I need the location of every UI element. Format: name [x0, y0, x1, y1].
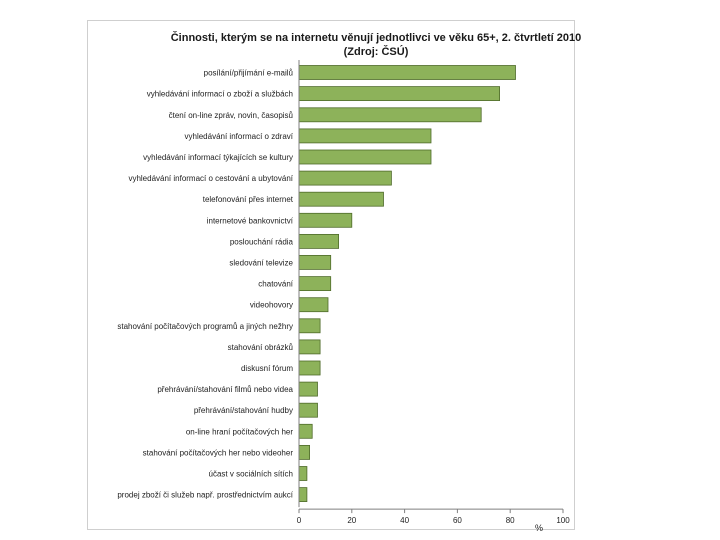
category-label: přehrávání/stahování filmů nebo videa: [157, 385, 293, 394]
bar: [298, 360, 321, 376]
chart-frame: [87, 20, 575, 530]
bar: [298, 297, 329, 313]
bar: [298, 212, 353, 228]
bar: [298, 149, 432, 165]
category-label: telefonování přes internet: [203, 195, 294, 204]
bar: [298, 318, 321, 334]
bar: [298, 444, 311, 460]
x-axis-unit-label: %: [535, 523, 543, 533]
category-label: stahování obrázků: [228, 343, 293, 352]
bar: [298, 233, 339, 249]
bar: [298, 128, 432, 144]
category-label: vyhledávání informací o zboží a službách: [147, 90, 293, 99]
category-label: videohovory: [250, 301, 293, 310]
category-label: poslouchání rádia: [230, 237, 294, 246]
bar: [298, 254, 332, 270]
category-label: vyhledávání informací o cestování a ubyt…: [128, 174, 293, 183]
chart-title-block: Činnosti, kterým se na internetu věnují …: [87, 31, 665, 59]
category-label: vyhledávání informací o zdraví: [185, 132, 294, 141]
category-label: stahování počítačových her nebo videoher: [143, 448, 294, 457]
bar: [298, 487, 308, 503]
bar: [298, 170, 392, 186]
bar: [298, 191, 384, 207]
x-tick-label: 0: [297, 516, 302, 525]
category-label: prodej zboží či služeb např. prostřednic…: [117, 491, 293, 500]
category-label: účast v sociálních sítích: [209, 470, 293, 479]
category-label: posílání/přijímání e-mailů: [204, 69, 293, 78]
x-tick-label: 40: [400, 516, 409, 525]
category-label: on-line hraní počítačových her: [186, 427, 294, 436]
bar: [298, 466, 308, 481]
chart-title: Činnosti, kterým se na internetu věnují …: [170, 32, 582, 44]
bar: [298, 381, 318, 397]
bar: [298, 86, 501, 101]
category-label: chatování: [258, 280, 293, 289]
x-tick-label: 20: [347, 516, 356, 525]
category-labels-layer: posílání/přijímání e-mailů vyhledávání in…: [117, 69, 293, 500]
x-tick-label: 100: [556, 516, 570, 525]
category-label: stahování počítačových programů a jiných…: [117, 322, 293, 331]
bar: [298, 65, 516, 80]
category-label: diskusní fórum: [241, 364, 293, 373]
axis-layer: 0 20 40 60 80 100%: [297, 60, 570, 533]
bar: [298, 276, 332, 292]
category-label: sledování televize: [229, 258, 293, 267]
category-label: čtení on-line zpráv, novin, časopisů: [169, 111, 293, 120]
bar: [298, 339, 321, 355]
category-label: vyhledávání informací týkajících se kult…: [143, 153, 293, 162]
bars-layer: [298, 65, 516, 503]
category-label: internetové bankovnictví: [207, 216, 294, 225]
bar: [298, 107, 482, 123]
x-tick-label: 80: [506, 516, 515, 525]
category-label: přehrávání/stahování hudby: [194, 406, 293, 415]
bar: [298, 423, 313, 439]
bar: [298, 402, 318, 418]
x-tick-label: 60: [453, 516, 462, 525]
chart-subtitle: (Zdroj: ČSÚ): [343, 46, 409, 58]
